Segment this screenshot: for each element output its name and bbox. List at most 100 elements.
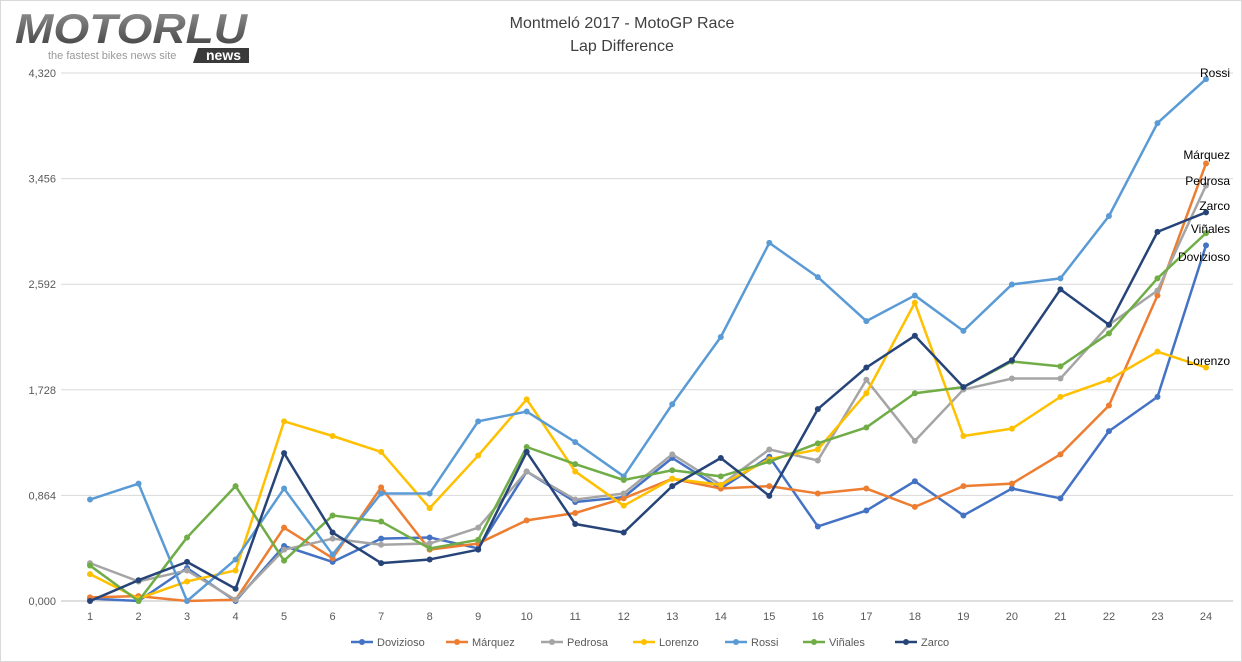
data-point: [426, 540, 433, 547]
data-point: [281, 557, 288, 564]
data-point: [814, 440, 821, 447]
series-line-Márquez: [89, 163, 1208, 603]
data-point: [87, 598, 93, 604]
data-point: [766, 239, 773, 246]
data-point: [135, 577, 142, 584]
x-tick-label: 14: [715, 611, 727, 623]
data-point: [426, 545, 433, 552]
data-point: [523, 444, 530, 450]
data-point: [620, 502, 627, 509]
data-point: [960, 512, 967, 519]
series-end-label: Dovizioso: [1178, 250, 1230, 264]
svg-text:news: news: [206, 47, 241, 63]
legend-label: Dovizioso: [377, 637, 425, 649]
data-point: [911, 299, 918, 306]
data-point: [620, 490, 627, 497]
svg-text:the fastest bikes news site: the fastest bikes news site: [48, 50, 176, 62]
chart-title: Montmeló 2017 - MotoGP Race: [510, 15, 735, 32]
x-tick-label: 19: [957, 611, 969, 623]
data-point: [572, 468, 579, 475]
legend-marker: [549, 639, 555, 645]
data-point: [1154, 287, 1161, 294]
data-point: [1008, 357, 1015, 364]
legend-marker: [733, 639, 739, 645]
data-point: [523, 517, 530, 524]
legend-label: Lorenzo: [659, 637, 699, 649]
data-point: [1057, 393, 1064, 400]
x-tick-label: 9: [475, 611, 481, 623]
data-point: [1008, 480, 1015, 487]
data-point: [669, 475, 676, 482]
data-point: [766, 492, 773, 499]
legend-marker: [359, 639, 365, 645]
data-point: [232, 585, 239, 592]
data-point: [911, 503, 918, 510]
x-tick-label: 5: [281, 611, 287, 623]
data-point: [863, 424, 870, 431]
data-point: [87, 562, 93, 569]
data-point: [426, 534, 433, 541]
data-point: [1203, 242, 1209, 249]
data-point: [87, 571, 93, 578]
data-point: [281, 546, 288, 553]
data-point: [1008, 485, 1015, 492]
data-point: [766, 483, 773, 490]
data-point: [863, 364, 870, 371]
data-point: [135, 480, 142, 487]
data-point: [620, 529, 627, 536]
legend-label: Zarco: [921, 637, 949, 649]
data-point: [329, 529, 336, 536]
y-tick-label: 3,456: [28, 174, 56, 186]
x-tick-label: 8: [427, 611, 433, 623]
data-point: [863, 318, 870, 325]
data-point: [669, 467, 676, 474]
data-point: [717, 455, 724, 461]
data-point: [814, 523, 821, 530]
data-point: [572, 461, 579, 468]
data-point: [1203, 76, 1209, 83]
data-point: [87, 496, 93, 503]
data-point: [135, 598, 142, 604]
data-point: [475, 524, 482, 531]
data-point: [1154, 292, 1161, 299]
series-end-label: Márquez: [1183, 148, 1230, 162]
data-point: [1203, 209, 1209, 216]
y-tick-label: 1,728: [28, 385, 56, 397]
data-point: [814, 490, 821, 497]
data-point: [863, 390, 870, 397]
data-point: [1057, 495, 1064, 502]
data-point: [329, 535, 336, 542]
data-point: [329, 512, 336, 519]
data-point: [960, 327, 967, 334]
data-point: [863, 376, 870, 383]
legend-marker: [903, 639, 909, 645]
series-line-Zarco: [89, 211, 1207, 603]
data-point: [1105, 402, 1112, 409]
data-point: [378, 560, 385, 567]
x-tick-label: 24: [1200, 611, 1212, 623]
x-tick-label: 4: [233, 611, 239, 623]
data-point: [572, 496, 579, 503]
data-point: [523, 396, 530, 403]
data-point: [1154, 228, 1161, 235]
x-tick-label: 10: [521, 611, 533, 623]
data-point: [1154, 120, 1161, 127]
data-point: [572, 439, 579, 446]
legend-marker: [811, 639, 817, 645]
data-point: [475, 452, 482, 459]
data-point: [863, 485, 870, 492]
data-point: [1203, 364, 1209, 371]
data-point: [1203, 160, 1209, 167]
data-point: [232, 596, 239, 603]
series-line-Viñales: [89, 232, 1207, 603]
data-point: [378, 518, 385, 525]
legend-label: Viñales: [829, 637, 865, 649]
series-line-Rossi: [89, 78, 1207, 603]
data-point: [329, 551, 336, 558]
data-point: [184, 598, 191, 604]
x-tick-label: 16: [812, 611, 824, 623]
data-point: [281, 450, 288, 457]
data-point: [1154, 393, 1161, 400]
x-tick-label: 20: [1006, 611, 1018, 623]
data-point: [281, 524, 288, 531]
